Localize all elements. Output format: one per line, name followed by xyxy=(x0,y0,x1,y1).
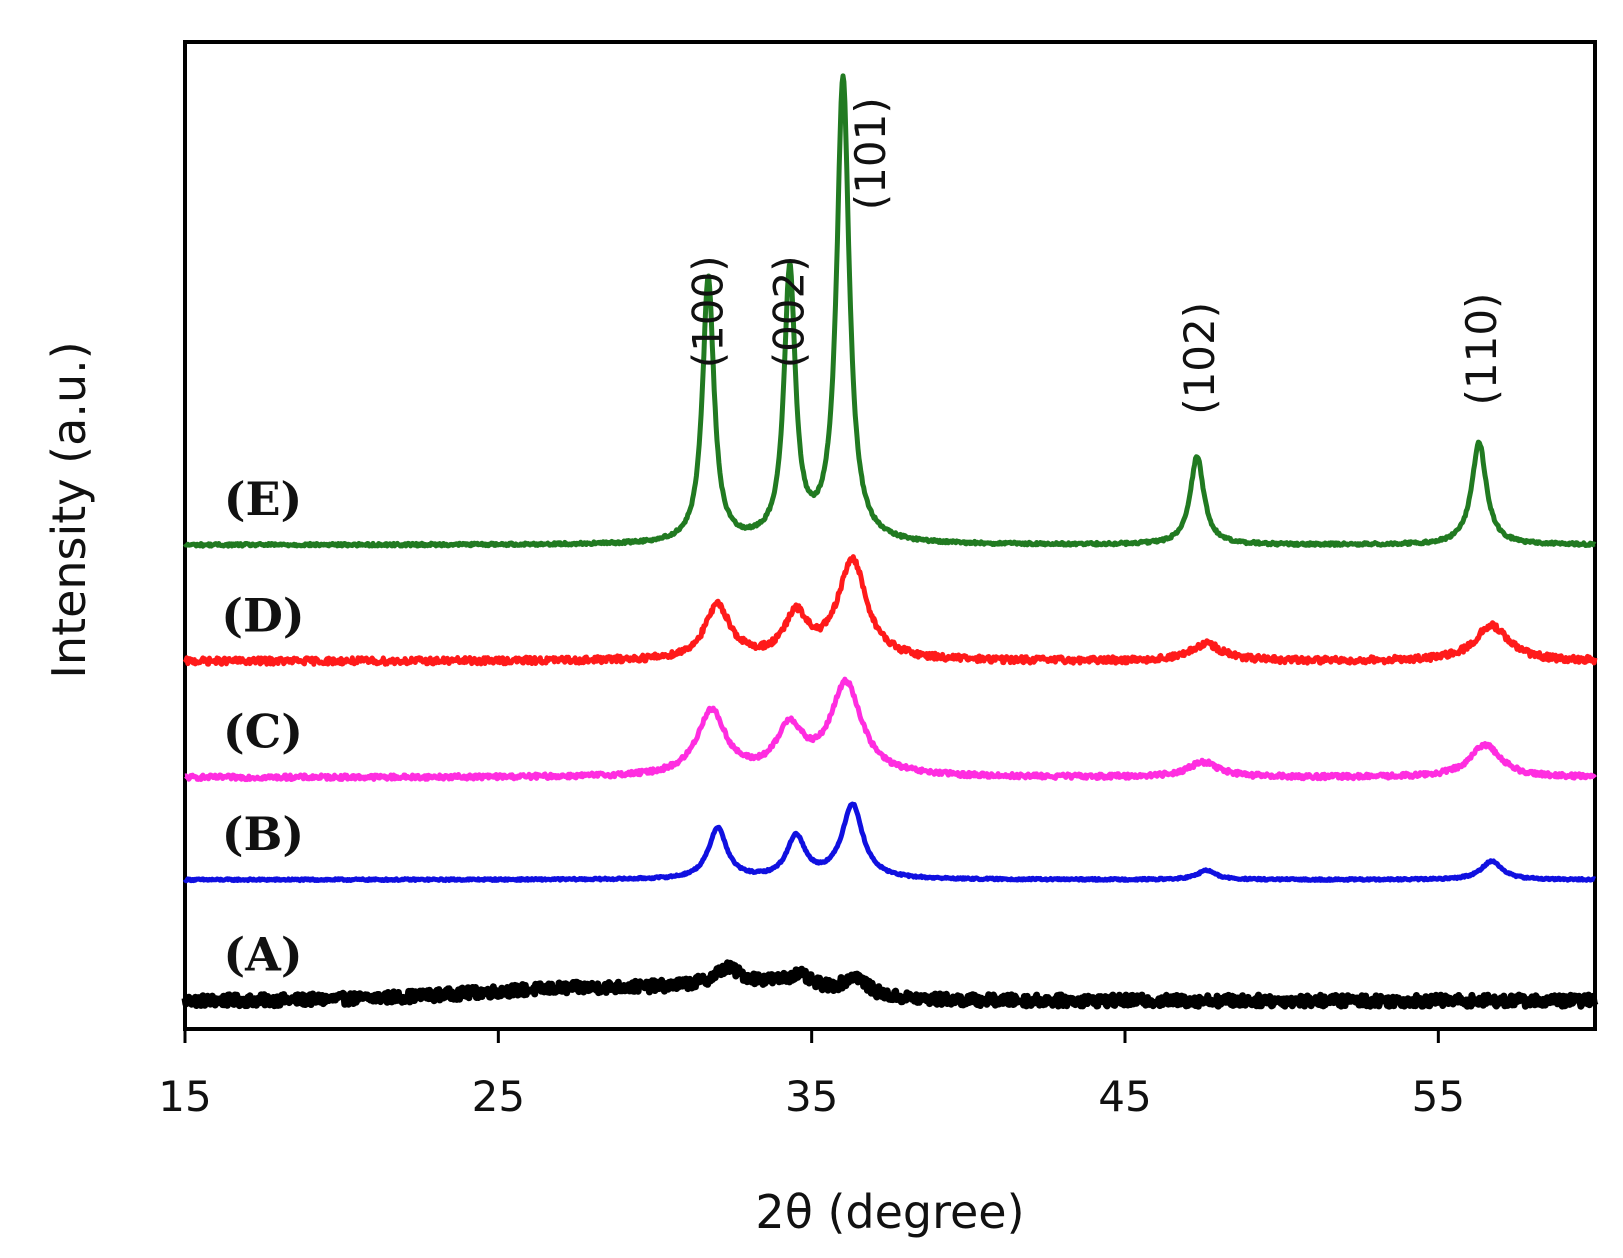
peak-annotation: (102) xyxy=(1175,302,1224,415)
series-line-e xyxy=(182,73,1597,549)
series-label-d: (D) xyxy=(221,588,304,642)
peak-annotation: (110) xyxy=(1457,293,1506,406)
peak-annotation: (002) xyxy=(765,255,814,368)
y-axis-title: Intensity (a.u.) xyxy=(42,341,96,678)
x-tick-label: 55 xyxy=(1412,1072,1465,1121)
plot-frame xyxy=(183,40,1597,1031)
series-layer xyxy=(181,73,1599,1010)
series-labels: (A) (B) (C) (D) (E) xyxy=(221,472,304,982)
series-label-e: (E) xyxy=(224,472,303,526)
peak-annotation: (101) xyxy=(846,97,895,210)
peak-annotation: (100) xyxy=(683,255,732,368)
series-line-c xyxy=(183,676,1597,783)
series-label-a: (A) xyxy=(223,928,302,982)
series-line-d xyxy=(182,554,1598,667)
series-label-c: (C) xyxy=(223,705,303,759)
x-axis-ticks: 15 25 35 45 55 xyxy=(158,1029,1465,1121)
x-axis-title: 2θ (degree) xyxy=(755,1185,1024,1239)
series-label-b: (B) xyxy=(222,807,304,861)
peak-annotations: (100) (002) (101) (102) (110) xyxy=(683,97,1506,415)
series-line-b xyxy=(182,801,1597,884)
x-tick-label: 45 xyxy=(1098,1072,1151,1121)
x-tick-label: 35 xyxy=(785,1072,838,1121)
x-tick-label: 25 xyxy=(472,1072,525,1121)
series-line-a xyxy=(181,959,1599,1010)
x-tick-label: 15 xyxy=(158,1072,211,1121)
